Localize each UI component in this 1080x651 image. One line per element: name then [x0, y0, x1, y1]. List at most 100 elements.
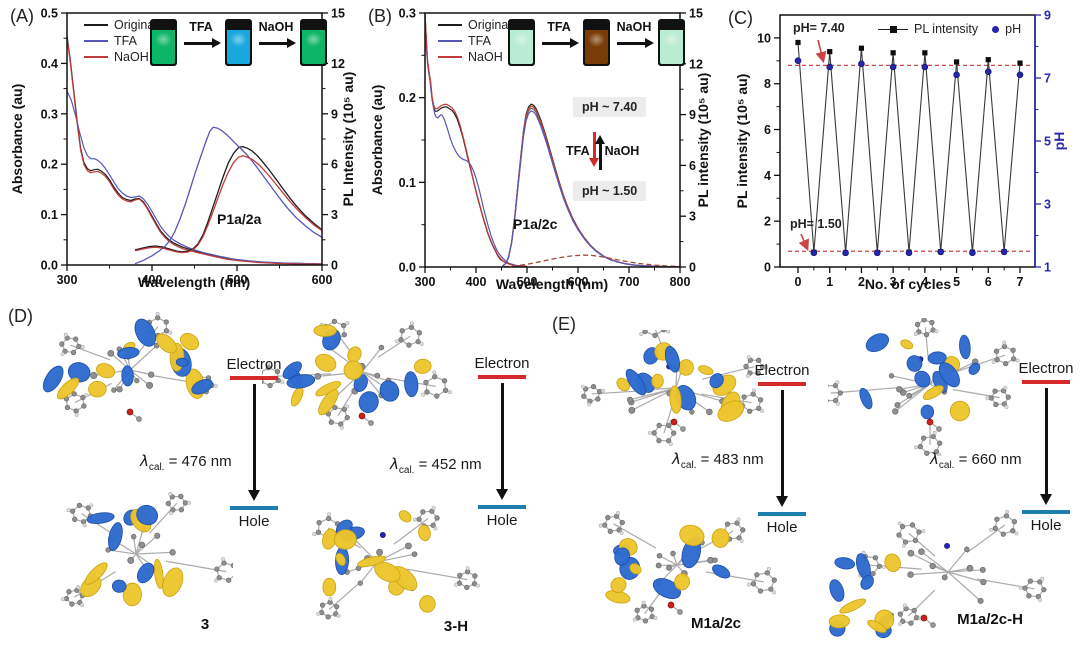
tick-label: 1 [1044, 261, 1051, 275]
tick-label: 7 [1044, 72, 1051, 86]
tick-label: 12 [689, 57, 703, 71]
arrow-label: NaOH [616, 20, 652, 34]
pl-intensity-point [827, 49, 833, 55]
naoh-arrow: NaOH [614, 21, 654, 45]
molecule-name-3: 3 [200, 616, 210, 633]
legend-line-tfa [84, 39, 108, 42]
molecule-orbital-electron-m1a2c [580, 330, 769, 447]
ph-marker-icon [992, 25, 1000, 33]
tick-label: 5 [953, 275, 960, 289]
molecule-orbital-electron-m1a2ch [828, 318, 1020, 456]
annotation-arrow-icon [815, 39, 827, 64]
ph-point [969, 249, 976, 257]
lambda-cal-476: λcal. = 476 nm [140, 452, 232, 473]
ph-point [905, 249, 913, 257]
transition-arrow-icon [252, 384, 256, 496]
panel-c-tag: (C) [728, 8, 753, 28]
pl-intensity-point [1017, 60, 1023, 66]
lambda-value: = 660 nm [958, 451, 1022, 468]
naoh-arrow: NaOH [256, 21, 296, 45]
electron-label: Electron [474, 355, 530, 372]
transition-diagram-m1a2ch: Electron Hole [1006, 360, 1080, 534]
transition-arrow-icon [500, 383, 504, 495]
orbital-lobes [605, 524, 731, 604]
hole-label: Hole [1030, 517, 1062, 534]
lambda-cal-483: λcal. = 483 nm [672, 450, 764, 471]
electron-level-line [758, 382, 806, 386]
hole-level-line [758, 512, 806, 516]
legend-line-naoh [438, 55, 462, 58]
molecule-orbital-electron-3 [42, 312, 218, 422]
tick-label: 0.3 [399, 7, 416, 21]
tick-label: 3 [331, 208, 338, 222]
annotation-arrow-icon [798, 233, 809, 251]
pl-intensity-marker-icon [878, 25, 908, 33]
hole-level-line [1022, 510, 1070, 514]
up-arrow-icon [598, 132, 602, 170]
tick-label: 8 [764, 77, 771, 91]
orbital-lobes [322, 510, 436, 613]
tick-label: 600 [568, 275, 589, 289]
ph-point [858, 60, 865, 68]
chart-a-curves [66, 35, 323, 265]
lambda-value: = 483 nm [700, 451, 764, 468]
tfa-label: TFA [566, 144, 590, 158]
molecule-orbital-electron-3h [262, 318, 452, 430]
molecule-name-m1a2ch: M1a/2c-H [957, 611, 1023, 628]
transition-diagram-3: Electron Hole [214, 356, 294, 530]
panel-c-y2axis-title: pH [1051, 131, 1067, 151]
transition-diagram-3h: Electron Hole [462, 355, 542, 529]
cuvette-brown [583, 19, 610, 66]
arrow-shaft [184, 42, 218, 45]
orbital-lobes [80, 504, 184, 607]
tick-label: 7 [1017, 275, 1024, 289]
tick-label: 6 [985, 275, 992, 289]
legend-item: Original [438, 17, 511, 32]
tick-label: 500 [517, 275, 538, 289]
tick-label: 0 [689, 261, 696, 275]
molecule-orbital-hole-3h [312, 505, 480, 620]
panel-c-yaxis-title: PL intensity (10⁵ au) [734, 73, 750, 209]
ph-point [889, 63, 897, 71]
arrow-label: TFA [547, 20, 571, 34]
lambda-subscript: cal. [680, 460, 697, 471]
arrow-shaft [542, 42, 576, 45]
tick-label: 5 [1044, 135, 1051, 149]
panel-b-legend: Original TFA NaOH [438, 17, 511, 64]
electron-level-line [230, 376, 278, 380]
electron-label: Electron [1018, 360, 1074, 377]
tick-label: 0.2 [41, 158, 58, 172]
molecule-name-m1a2c: M1a/2c [690, 615, 742, 632]
ph-point [953, 71, 960, 79]
lambda-cal-660: λcal. = 660 nm [930, 450, 1022, 471]
panel-a-legend: Original TFA NaOH [84, 17, 157, 64]
cuvette-cyan [225, 19, 252, 66]
tick-label: 6 [764, 123, 771, 137]
transition-arrow-icon [780, 390, 784, 502]
tick-label: 300 [57, 273, 78, 287]
legend-label: pH [1005, 22, 1022, 36]
lambda-subscript: cal. [938, 460, 955, 471]
tick-label: 0.1 [399, 176, 416, 190]
tick-label: 10 [757, 31, 771, 45]
tick-label: 600 [312, 273, 333, 287]
tick-label: 0 [764, 261, 771, 275]
panel-b-series-label: P1a/2c [513, 216, 558, 232]
lambda-subscript: cal. [148, 462, 165, 473]
tick-label: 0 [795, 275, 802, 289]
electron-level-line [478, 375, 526, 379]
tick-label: 6 [689, 159, 696, 173]
tick-label: 4 [764, 169, 771, 183]
panel-b-tag: (B) [368, 6, 392, 26]
pl-intensity-point [858, 45, 865, 51]
ph-high-box: pH ~ 7.40 [573, 97, 647, 117]
cuvette-green-1 [150, 19, 177, 66]
lambda-value: = 452 nm [418, 456, 482, 473]
electron-label: Electron [226, 356, 282, 373]
panel-b-yaxis-title: Absorbance (au) [369, 84, 385, 196]
arrow-shaft [259, 42, 293, 45]
cuvette-mint-2 [658, 19, 685, 66]
ph-point [794, 57, 802, 64]
